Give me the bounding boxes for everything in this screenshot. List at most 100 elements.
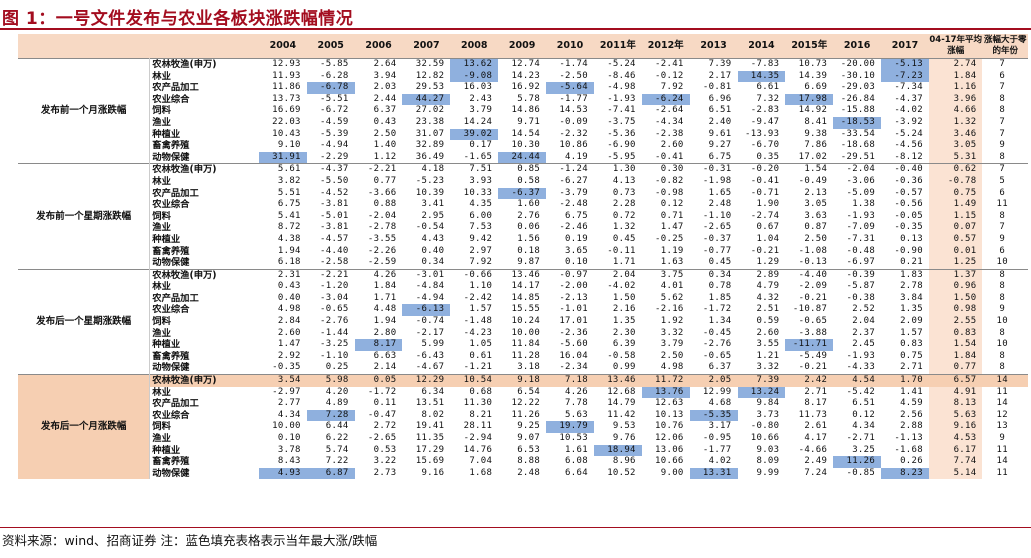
- cell-value: -0.31: [689, 163, 738, 176]
- cell-value: 4.02: [708, 456, 732, 467]
- cell-value: 1.30: [593, 163, 642, 176]
- cell-value: 8.41: [804, 116, 828, 127]
- row-sector-name: 农产品加工: [152, 187, 199, 199]
- cell-value: 6.69: [804, 82, 828, 93]
- cell-value: -26.84: [840, 93, 876, 104]
- cell-count: 11: [982, 444, 1028, 457]
- cell-count: 10: [982, 316, 1028, 328]
- source-note: 资料来源：wind、招商证券 注：蓝色填充表格表示当年最大涨/跌幅: [2, 533, 378, 548]
- cell-value: -20.00: [833, 57, 882, 71]
- cell-value: 0.10: [565, 257, 588, 268]
- cell-value: 0.40: [277, 292, 301, 303]
- cell-value: 13.76: [641, 386, 690, 399]
- cell-count: 9: [982, 304, 1028, 317]
- cell-value: 0.26: [900, 456, 923, 467]
- cell-value: 17.01: [559, 316, 588, 327]
- cell-count: 10: [982, 339, 1028, 351]
- cell-value: 9.76: [612, 433, 636, 443]
- cell-value: -1.13: [894, 433, 923, 443]
- cell-value: 3.17: [708, 421, 732, 432]
- cell-value: 11.93: [272, 70, 301, 81]
- cell-avg: 0.77: [928, 362, 983, 375]
- cell-value: 14.35: [737, 70, 786, 83]
- cell-value: -6.37: [498, 187, 547, 200]
- table-row: 农产品加工 2.77 4.89 0.11 13.51 11.30 12.22 7.78 14.7…: [18, 398, 1028, 410]
- cell-value: 1.47: [660, 222, 684, 233]
- cell-value: 2.77: [277, 398, 301, 409]
- cell-value: 4.26: [565, 386, 588, 397]
- cell-value: -4.84: [415, 281, 445, 292]
- cell-value: -1.93: [846, 210, 876, 221]
- cell-value: 0.59: [756, 316, 780, 327]
- page-title: 图 1：一号文件发布与农业各板块涨跌幅情况: [2, 9, 354, 29]
- cell-value: 11.30: [463, 398, 493, 409]
- cell-value: 4.43: [421, 233, 445, 244]
- cell-value: 11.26: [511, 409, 541, 420]
- cell-value: -2.00: [559, 281, 588, 292]
- cell-value: 1.61: [565, 444, 588, 455]
- cell-value: 2.44: [373, 93, 397, 104]
- cell-avg: 0.07: [928, 222, 983, 234]
- cell-count: 8: [982, 210, 1028, 223]
- cell-value: 3.41: [421, 199, 445, 210]
- cell-value: 1.65: [708, 187, 732, 198]
- cell-value: 14.23: [511, 70, 541, 81]
- cell-value: 6.08: [565, 456, 588, 467]
- cell-value: 3.79: [469, 105, 493, 116]
- cell-value: -2.97: [272, 386, 301, 397]
- cell-value: 0.25: [325, 362, 349, 373]
- table-row: 动物保健 4.93 6.87 2.73 9.16 1.68 2.48 6.64 10.52 9.0…: [18, 467, 1028, 480]
- cell-value: 17.29: [415, 444, 445, 455]
- cell-value: 4.26: [354, 268, 403, 282]
- cell-value: -0.80: [750, 421, 780, 432]
- cell-value: -0.56: [894, 199, 923, 210]
- cell-value: -15.88: [840, 105, 876, 116]
- row-sector-name: 农林牧渔(申万): [149, 268, 259, 282]
- cell-value: 3.32: [756, 362, 780, 373]
- cell-value: -1.77: [702, 444, 732, 455]
- row-sector-name: 饲料: [152, 210, 171, 222]
- row-sector-name: 农产品加工: [152, 82, 199, 94]
- cell-value: -2.59: [367, 257, 397, 268]
- cell-value: 12.29: [402, 374, 451, 387]
- cell-value: 7.51: [450, 163, 499, 176]
- row-sector-name: 农业综合: [152, 93, 190, 105]
- cell-value: 9.25: [517, 421, 541, 432]
- cell-value: 6.75: [277, 199, 301, 210]
- cell-count: 7: [982, 163, 1028, 176]
- table-row: 农业综合 4.98 -0.65 4.48 -6.13 1.57 15.55 -1.01 2.16…: [18, 304, 1028, 317]
- header-year: 2004: [258, 34, 307, 59]
- cell-value: 2.45: [852, 339, 876, 350]
- cell-value: 1.40: [373, 140, 397, 151]
- cell-value: 2.14: [373, 362, 397, 373]
- cell-value: 1.29: [756, 257, 780, 268]
- cell-value: 2.16: [612, 304, 636, 315]
- cell-value: 18.94: [593, 444, 642, 457]
- cell-value: -0.54: [415, 222, 445, 233]
- cell-value: -4.56: [894, 140, 923, 151]
- cell-count: 7: [982, 128, 1028, 141]
- cell-value: 14.17: [511, 281, 541, 292]
- cell-value: 1.05: [469, 339, 493, 350]
- header-year: 2015年: [785, 34, 834, 59]
- cell-value: -2.21: [354, 163, 403, 176]
- group-label: 发布后一个月涨跌幅: [18, 374, 151, 480]
- cell-avg: 3.96: [928, 93, 983, 106]
- cell-count: 14: [982, 398, 1028, 410]
- cell-avg: 0.96: [928, 281, 983, 293]
- cell-value: 1.10: [469, 281, 493, 292]
- cell-value: 10.86: [559, 140, 588, 151]
- cell-value: -5.60: [559, 339, 588, 350]
- group-label: 发布前一个星期涨跌幅: [18, 163, 151, 270]
- cell-value: -2.74: [750, 210, 780, 221]
- cell-value: 1.94: [277, 245, 301, 256]
- cell-value: 1.19: [660, 245, 684, 256]
- cell-value: 7.86: [804, 140, 828, 151]
- cell-value: 7.18: [546, 374, 594, 387]
- cell-value: 15.55: [511, 304, 541, 315]
- cell-value: 9.61: [708, 128, 732, 139]
- cell-value: -5.01: [320, 210, 349, 221]
- cell-value: 10.33: [463, 187, 493, 198]
- cell-value: 2.60: [756, 327, 780, 338]
- cell-value: 2.89: [737, 268, 786, 282]
